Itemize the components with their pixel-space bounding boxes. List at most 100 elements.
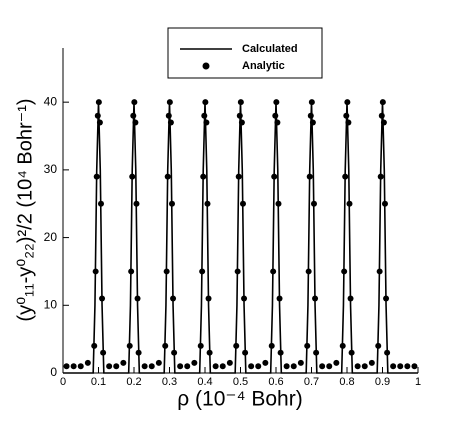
data-point	[236, 112, 243, 119]
data-point	[177, 363, 184, 370]
data-point	[268, 342, 275, 349]
x-tick-label: 0.9	[375, 376, 390, 388]
data-point	[202, 99, 209, 106]
data-point	[270, 268, 277, 275]
y-tick-label: 20	[44, 230, 58, 244]
y-tick-label: 30	[44, 162, 58, 176]
data-point	[126, 342, 133, 349]
data-point	[271, 173, 278, 180]
x-tick-label: 0.1	[91, 376, 106, 388]
data-point	[307, 112, 314, 119]
data-point	[368, 359, 375, 366]
y-tick-label: 0	[50, 365, 57, 379]
data-point	[274, 119, 281, 126]
data-point	[163, 268, 170, 275]
data-point	[235, 173, 242, 180]
data-point	[297, 359, 304, 366]
data-point	[162, 342, 169, 349]
data-point	[348, 349, 355, 356]
data-point	[255, 363, 262, 370]
data-point	[233, 342, 240, 349]
x-tick-label: 0.4	[197, 376, 212, 388]
data-point	[164, 173, 171, 180]
data-point	[206, 349, 213, 356]
data-point	[167, 119, 174, 126]
data-point	[404, 363, 411, 370]
data-point	[272, 112, 279, 119]
data-point	[135, 349, 142, 356]
data-point	[197, 342, 204, 349]
data-point	[306, 173, 313, 180]
data-point	[170, 295, 177, 302]
data-point	[381, 200, 388, 207]
data-point	[203, 119, 210, 126]
data-point	[375, 342, 382, 349]
data-point	[94, 112, 101, 119]
data-point	[277, 349, 284, 356]
data-point	[290, 363, 297, 370]
legend-label: Calculated	[242, 43, 298, 55]
data-point	[275, 200, 282, 207]
data-point	[238, 119, 245, 126]
data-point	[91, 342, 98, 349]
data-point	[242, 349, 249, 356]
data-point	[313, 349, 320, 356]
data-point	[165, 112, 172, 119]
data-point	[184, 363, 191, 370]
data-point	[128, 268, 135, 275]
data-point	[273, 99, 280, 106]
data-point	[155, 359, 162, 366]
data-point	[99, 295, 106, 302]
data-point	[237, 99, 244, 106]
data-point	[354, 363, 361, 370]
x-tick-label: 0.2	[126, 376, 141, 388]
x-tick-label: 1	[415, 376, 421, 388]
data-point	[342, 173, 349, 180]
data-point	[309, 119, 316, 126]
data-point	[383, 295, 390, 302]
data-point	[310, 200, 317, 207]
x-tick-label: 0.3	[162, 376, 177, 388]
data-point	[200, 173, 207, 180]
x-tick-label: 0.5	[233, 376, 248, 388]
y-tick-label: 40	[44, 94, 58, 108]
data-point	[241, 295, 248, 302]
x-tick-label: 0.8	[339, 376, 354, 388]
data-point	[134, 295, 141, 302]
data-point	[100, 349, 107, 356]
data-point	[390, 363, 397, 370]
data-line	[63, 102, 418, 374]
data-point	[191, 359, 198, 366]
x-axis-label: ρ (10⁻⁴ Bohr)	[177, 388, 302, 411]
data-point	[219, 363, 226, 370]
y-axis-label: (y⁰₁₁-y⁰₂₂)²/2 (10⁴ Bohr⁻¹)	[14, 98, 36, 321]
data-point	[130, 112, 137, 119]
legend-label: Analytic	[242, 60, 285, 72]
data-point	[239, 200, 246, 207]
y-tick-label: 10	[44, 297, 58, 311]
legend-marker	[202, 62, 210, 70]
data-point	[379, 99, 386, 106]
data-point	[63, 363, 70, 370]
data-point	[376, 268, 383, 275]
data-point	[283, 363, 290, 370]
data-point	[148, 363, 155, 370]
data-point	[304, 342, 311, 349]
data-point	[345, 119, 352, 126]
data-point	[347, 295, 354, 302]
data-point	[96, 119, 103, 126]
data-point	[129, 173, 136, 180]
data-point	[77, 363, 84, 370]
data-point	[106, 363, 113, 370]
data-point	[248, 363, 255, 370]
data-point	[168, 200, 175, 207]
data-point	[341, 268, 348, 275]
data-point	[378, 112, 385, 119]
x-tick-label: 0.7	[304, 376, 319, 388]
data-point	[319, 363, 326, 370]
data-point	[411, 363, 418, 370]
data-point	[92, 268, 99, 275]
data-point	[234, 268, 241, 275]
data-point	[377, 173, 384, 180]
